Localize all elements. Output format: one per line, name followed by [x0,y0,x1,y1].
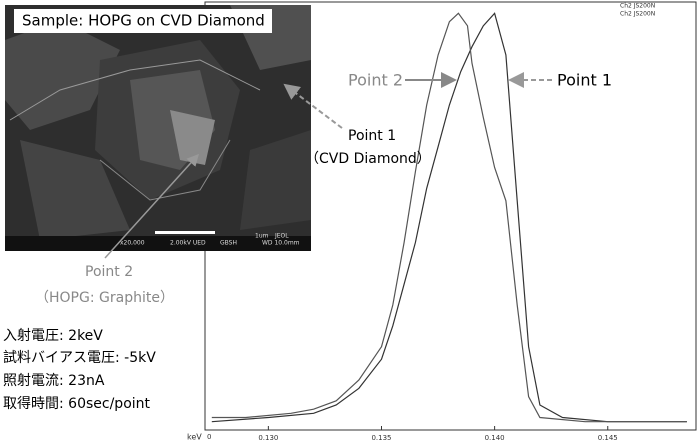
image-info: WD 10.0mm [262,240,300,247]
header-text: Ch2 JS200N [620,11,655,18]
image-info: GBSH [220,240,237,247]
plot-area: 0.130 0.135 0.140 0.145 0 [205,12,687,442]
annotation: Point 1 [557,71,612,90]
image-info: 2.00kV UED [170,240,206,247]
arrow [104,153,200,259]
series-line [211,12,687,423]
image-info: JEOL [274,233,289,240]
x-tick-label: 0.145 [598,434,618,442]
annotation: （CVD Diamond） [305,151,431,167]
image-caption: Sample: HOPG on CVD Diamond [22,12,265,30]
arrow [283,83,343,129]
image-info: x20,000 [120,240,145,247]
annotation: Point 2 [85,264,133,280]
y-tick-label: 0 [207,433,211,441]
condition: 取得時間: 60sec/point [3,395,151,412]
condition: 照射電流: 23nA [3,373,105,389]
annotation: Point 1 [348,128,396,144]
annotation: （HOPG: Graphite） [35,290,174,306]
x-axis-label: keV [187,433,202,442]
x-tick-label: 0.130 [258,434,278,442]
x-tick-label: 0.140 [485,434,505,442]
x-tick-label: 0.135 [371,434,391,442]
caption-box [14,9,272,33]
condition: 試料バイアス電圧: -5kV [3,350,156,366]
series-line [211,12,687,423]
image-info: 1um [255,233,269,240]
annotation: Point 2 [348,71,403,90]
header-text: Ch2 JS200N [620,3,655,10]
sem-image [5,5,311,251]
condition: 入射電圧: 2keV [3,328,103,344]
